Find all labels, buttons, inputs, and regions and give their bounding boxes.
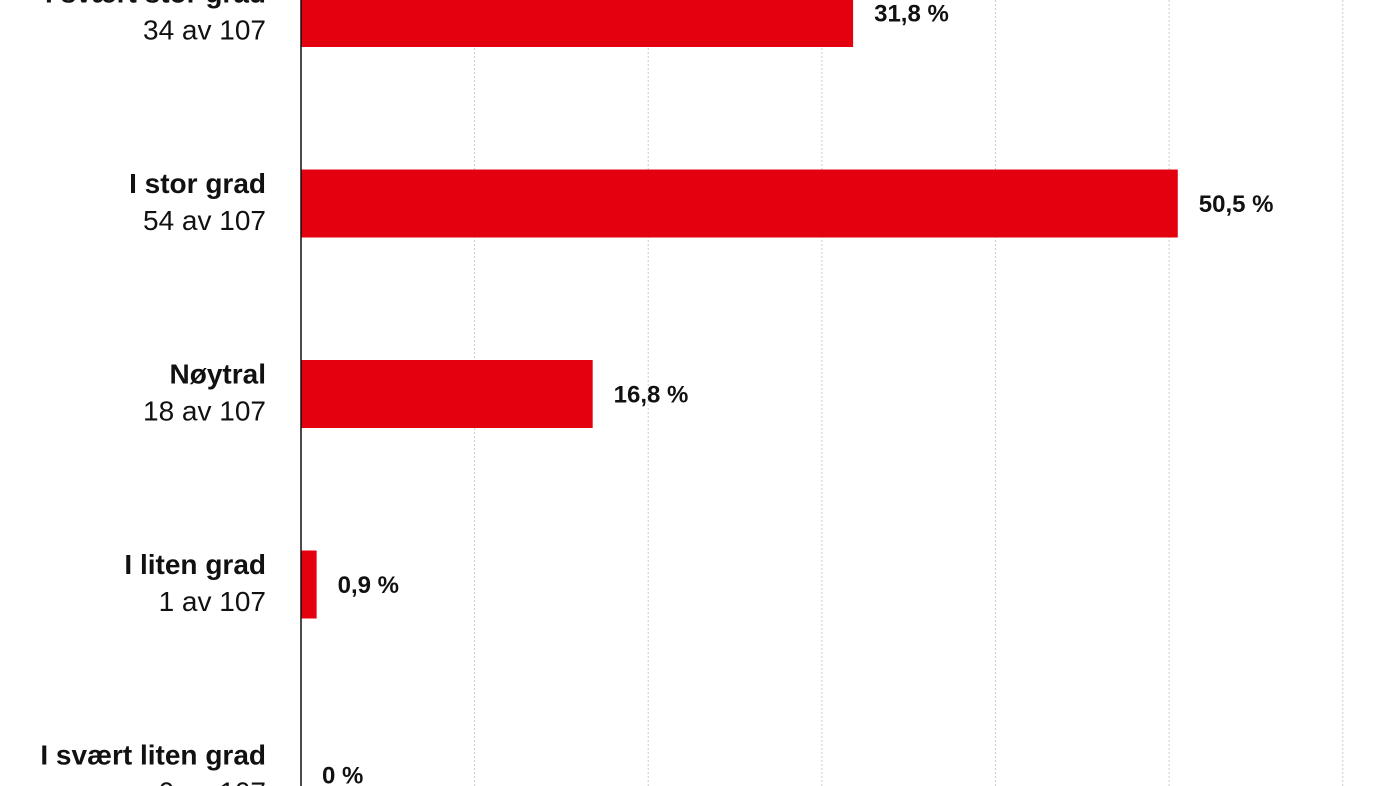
value-label: 50,5 % [1199,191,1274,218]
category-label: I svært liten grad [40,739,266,770]
category-label: I stor grad [129,168,266,199]
category-label: I liten grad [124,549,266,580]
bar [301,550,317,619]
category-count: 54 av 107 [143,205,266,236]
category-count: 1 av 107 [159,586,266,617]
value-label: 0,9 % [338,572,399,599]
value-label: 16,8 % [614,381,689,408]
value-label: 31,8 % [874,0,949,27]
category-count: 18 av 107 [143,395,266,426]
bar [301,0,854,47]
category-count: 34 av 107 [143,14,266,45]
value-label: 0 % [322,762,363,786]
category-count: 0 av 107 [159,776,266,786]
category-label: I svært stor grad [45,0,266,8]
bar [301,360,593,428]
category-label: Nøytral [170,358,266,389]
bar [301,169,1178,238]
